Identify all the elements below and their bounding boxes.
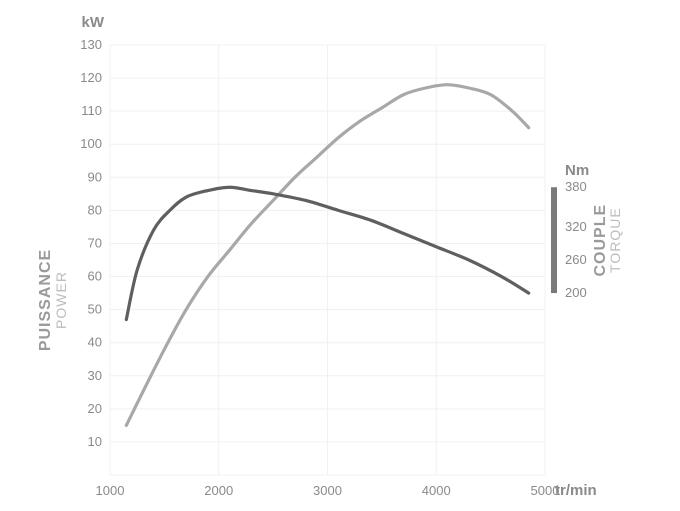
y-tick-label: 50 xyxy=(88,302,102,317)
y-right-tick-label: 260 xyxy=(565,252,587,267)
y-right-tick-label: 200 xyxy=(565,285,587,300)
y-tick-label: 100 xyxy=(80,136,102,151)
y-tick-label: 90 xyxy=(88,169,102,184)
x-tick-label: 3000 xyxy=(313,483,342,498)
y-left-unit: kW xyxy=(82,14,105,31)
y-tick-label: 70 xyxy=(88,235,102,250)
y-tick-label: 120 xyxy=(80,70,102,85)
y-tick-label: 40 xyxy=(88,335,102,350)
y-tick-label: 130 xyxy=(80,37,102,52)
left-axis-label-fr: PUISSANCE xyxy=(37,249,54,351)
y-tick-label: 20 xyxy=(88,401,102,416)
x-tick-label: 2000 xyxy=(204,483,233,498)
x-tick-label: 4000 xyxy=(422,483,451,498)
y-right-unit: Nm xyxy=(565,162,589,179)
power-torque-chart: 10 20 30 40 50 60 70 80 90 100 110 120 130 1000 2000 30… xyxy=(0,0,680,511)
y-tick-label: 60 xyxy=(88,269,102,284)
y-tick-label: 10 xyxy=(88,434,102,449)
left-axis-label-en: POWER xyxy=(53,271,69,329)
x-tick-label: 1000 xyxy=(96,483,125,498)
x-unit: tr/min xyxy=(555,482,597,499)
y-tick-label: 30 xyxy=(88,368,102,383)
y-tick-label: 110 xyxy=(81,103,102,118)
y-right-tick-label: 380 xyxy=(565,179,587,194)
right-axis-label-en: TORQUE xyxy=(607,207,623,273)
y-right-tick-label: 320 xyxy=(565,219,587,234)
y-tick-label: 80 xyxy=(88,202,102,217)
right-axis-bar xyxy=(551,187,557,293)
